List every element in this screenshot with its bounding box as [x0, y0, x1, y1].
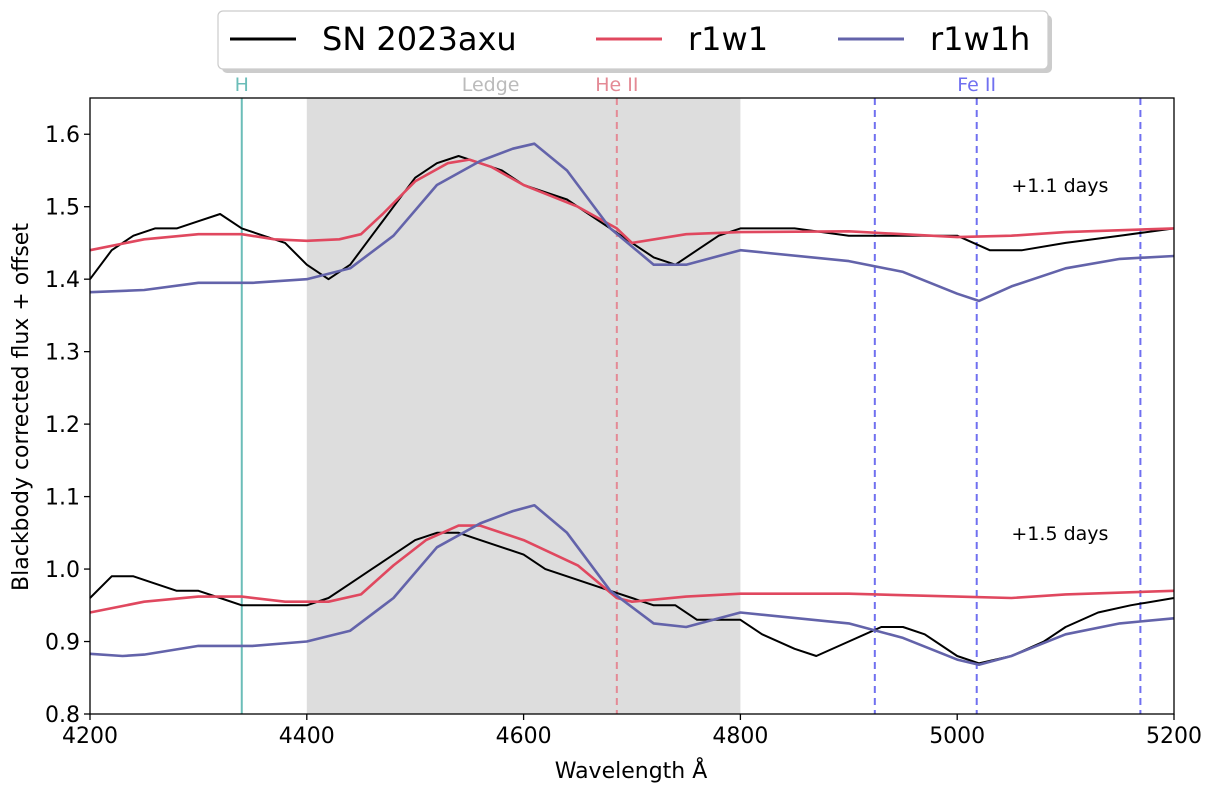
- y-tick-label: 1.2: [45, 413, 80, 438]
- series-line-sn-2023axu-3: [89, 531, 1175, 665]
- x-tick-label: 4200: [62, 724, 118, 749]
- plot-frame-layer: [89, 97, 1175, 715]
- x-tick-label: 4400: [279, 724, 335, 749]
- plot-frame: [89, 97, 1175, 715]
- x-tick-label: 4600: [496, 724, 552, 749]
- ledge-label: Ledge: [462, 74, 520, 96]
- y-axis-label: Blackbody corrected flux + offset: [9, 223, 34, 591]
- legend-label-sn-2023axu: SN 2023axu: [322, 20, 517, 58]
- legend-label-r1w1h: r1w1h: [930, 20, 1030, 58]
- y-tick-label: 1.0: [45, 558, 80, 583]
- y-tick-label: 0.8: [45, 703, 80, 728]
- y-tick-label: 0.9: [45, 631, 80, 656]
- x-tick-label: 5000: [929, 724, 985, 749]
- legend: SN 2023axu r1w1 r1w1h: [217, 10, 1052, 73]
- series-line-r1w1-4: [89, 524, 1175, 614]
- marker-label-h: H: [235, 74, 249, 96]
- y-tick-label: 1.1: [45, 486, 80, 511]
- ledge-shaded-region-layer: [306, 98, 741, 714]
- x-tick-label: 5200: [1146, 724, 1202, 749]
- series-line-r1w1h-5: [89, 503, 1175, 667]
- y-tick-label: 1.6: [45, 123, 80, 148]
- marker-label-he-ii: He II: [595, 74, 638, 96]
- series-layer: [89, 142, 1175, 667]
- epoch-annotation: +1.5 days: [1011, 523, 1108, 545]
- ticks-layer: 4200 4400 4600 4800 5000 5200 0.8 0.9 1.0 1.1 1.2 1…: [45, 123, 1202, 749]
- y-tick-label: 1.5: [45, 196, 80, 221]
- ledge-region: [306, 98, 741, 714]
- x-axis-label: Wavelength Å: [555, 757, 708, 784]
- series-line-r1w1-1: [89, 158, 1175, 252]
- marker-label-fe-ii: Fe II: [957, 74, 996, 96]
- series-line-r1w1h-2: [89, 142, 1175, 303]
- line-markers-layer: [240, 98, 1142, 714]
- y-tick-label: 1.4: [45, 268, 80, 293]
- legend-label-r1w1: r1w1: [688, 20, 768, 58]
- y-tick-label: 1.3: [45, 341, 80, 366]
- epoch-annotation: +1.1 days: [1011, 175, 1108, 197]
- annotations-layer: Ledge H He II Fe II +1.1 days +1.5 days: [235, 74, 1109, 545]
- x-tick-label: 4800: [712, 724, 768, 749]
